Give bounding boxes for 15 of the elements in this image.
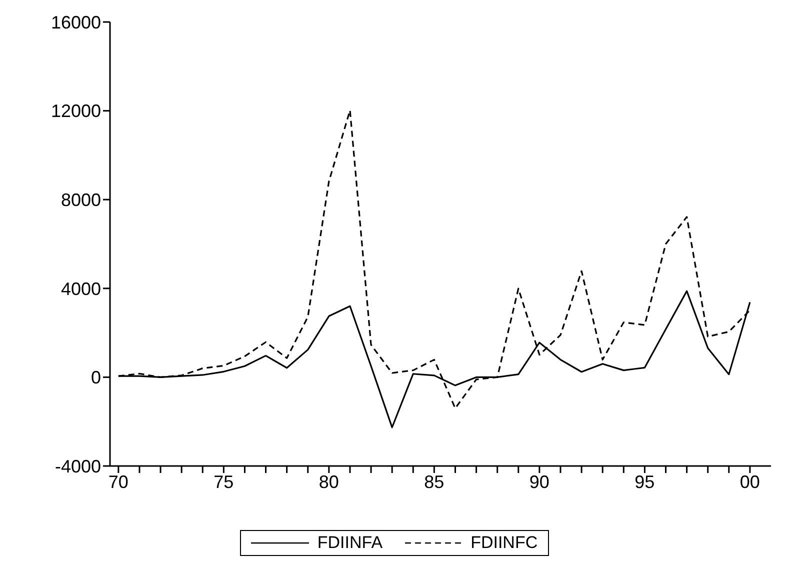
x-tick-label: 75 bbox=[214, 472, 234, 492]
x-tick-label: 85 bbox=[424, 472, 444, 492]
x-tick-label: 00 bbox=[740, 472, 760, 492]
x-tick-label: 95 bbox=[634, 472, 655, 492]
x-tick-label: 70 bbox=[108, 472, 128, 492]
y-tick-label: 4000 bbox=[60, 278, 101, 299]
y-tick-label: 8000 bbox=[60, 190, 101, 210]
y-tick-label: 0 bbox=[90, 368, 101, 388]
legend-label: FDIINFA bbox=[317, 533, 383, 553]
y-tick-label: 12000 bbox=[50, 101, 101, 122]
legend-label: FDIINFC bbox=[470, 533, 538, 553]
y-tick-label: 16000 bbox=[50, 12, 101, 32]
x-tick-label: 80 bbox=[318, 472, 339, 492]
y-tick-label: -4000 bbox=[54, 456, 101, 476]
x-tick-label: 90 bbox=[529, 472, 550, 492]
